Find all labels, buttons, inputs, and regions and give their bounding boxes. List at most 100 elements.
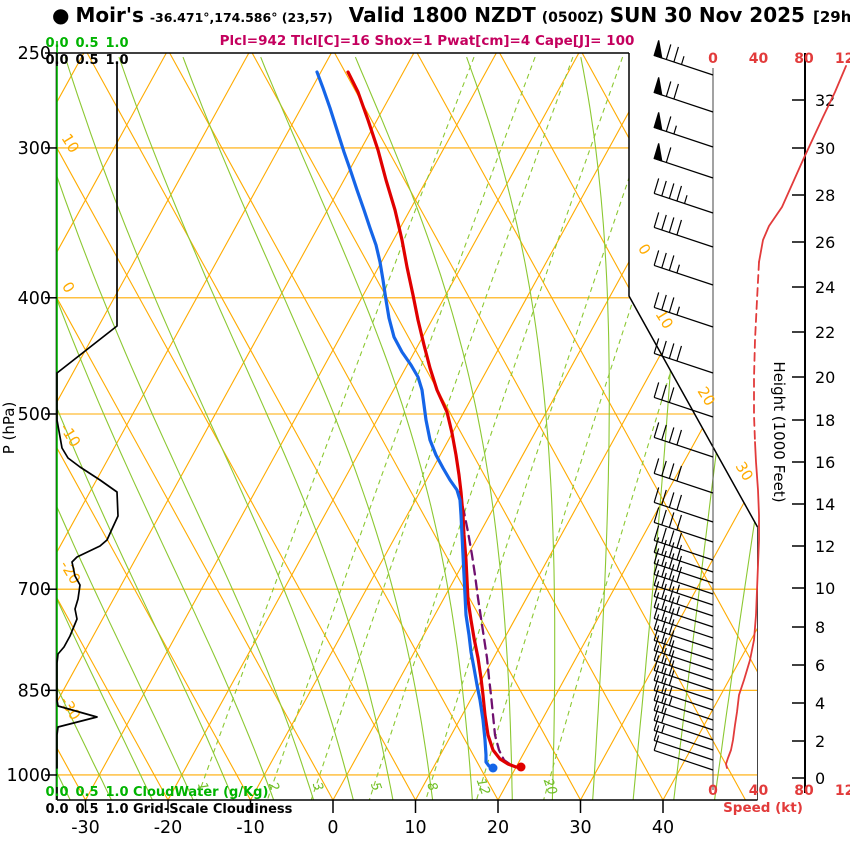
wind-barb-feather xyxy=(677,430,682,445)
pressure-tick-label: 850 xyxy=(18,681,51,701)
orange-grid xyxy=(0,53,850,800)
plot-right-boundary xyxy=(629,53,758,527)
wind-barb-staff xyxy=(654,437,713,457)
wind-barb-feather xyxy=(669,183,674,198)
wind-barb-feather xyxy=(666,116,671,131)
isotherm-label-right: 30 xyxy=(732,458,757,484)
valid-time: Valid 1800 NZDT xyxy=(349,3,536,27)
temperature-tick-label: -20 xyxy=(154,818,183,838)
wind-barb xyxy=(654,250,713,285)
forecast-lead: [29hrFcst@0512z] xyxy=(813,8,850,26)
speed-axis-title: Speed (kt) xyxy=(723,800,803,816)
pressure-axis-title: P (hPa) xyxy=(0,402,18,455)
wind-barb xyxy=(654,143,713,178)
isotherm-label-left: -30 xyxy=(56,693,84,723)
cloudiness-axis-title: Grid-Scale Cloudiness xyxy=(133,802,293,817)
wind-barb-feather xyxy=(666,81,671,96)
height-tick-label: 28 xyxy=(815,186,835,205)
pressure-tick-label: 1000 xyxy=(6,766,51,786)
wind-barb-half-feather xyxy=(674,126,676,134)
wind-barb-feather xyxy=(677,515,682,530)
isotherm-line xyxy=(168,53,579,800)
wind-barb-feather xyxy=(669,297,674,312)
wind-barb-half-feather xyxy=(669,697,671,705)
wind-barb-feather xyxy=(677,186,682,201)
speed-tick-label-top: 80 xyxy=(794,51,814,67)
height-tick-label: 10 xyxy=(815,579,835,598)
wind-barb-feather xyxy=(654,487,659,502)
wind-barb-staff xyxy=(654,750,713,770)
isotherm-label-left: 0 xyxy=(58,279,78,297)
wind-barb xyxy=(654,422,713,457)
station-name: Moir's xyxy=(75,3,143,27)
speed-tick-label-bottom: 40 xyxy=(749,783,769,799)
isotherm-label-left: 10 xyxy=(58,130,83,156)
mixing-ratio-label: 3 xyxy=(309,780,326,793)
cloudiness-trace xyxy=(57,62,118,768)
wind-barb-staff xyxy=(654,127,713,147)
wind-barb-feather xyxy=(654,382,659,397)
wind-barb xyxy=(654,178,713,213)
height-tick-label: 2 xyxy=(815,732,825,751)
wind-barb xyxy=(654,487,713,522)
wind-barb-feather xyxy=(669,387,674,402)
pressure-tick-label: 400 xyxy=(18,289,51,309)
wind-barb-feather xyxy=(654,292,659,307)
moist-adiabat-line xyxy=(261,57,473,800)
wind-barb-half-feather xyxy=(682,56,684,64)
speed-tick-label-bottom: 0 xyxy=(708,783,718,799)
height-tick-label: 0 xyxy=(815,769,825,788)
wind-barb-staff xyxy=(654,193,713,213)
wind-barb-feather xyxy=(677,495,682,510)
wind-barb-staff xyxy=(654,158,713,178)
speed-tick-label-top: 120 xyxy=(835,51,850,67)
mixing-ratio-label: 5 xyxy=(367,780,384,793)
height-tick-label: 26 xyxy=(815,233,835,252)
wind-barb-feather xyxy=(674,84,679,99)
temperature-tick-label: -30 xyxy=(71,818,100,838)
speed-tick-label-bottom: 120 xyxy=(835,783,850,799)
wind-barb-staff xyxy=(654,740,713,760)
height-tick-label: 20 xyxy=(815,368,835,387)
wind-barb-half-feather xyxy=(669,687,671,695)
isotherm-line xyxy=(333,53,744,800)
pressure-tick-label: 500 xyxy=(18,405,51,425)
temperature-tick-label: 20 xyxy=(487,818,509,838)
wind-barb-feather xyxy=(669,343,674,358)
isotherm-label-right: 20 xyxy=(694,383,719,409)
wind-barb-feather xyxy=(677,220,682,235)
wind-barb-staff xyxy=(654,730,713,750)
wind-barb-staff xyxy=(654,353,713,373)
wind-barb-pennant xyxy=(654,77,662,95)
cloudiness-scale-top: 0.5 xyxy=(75,53,98,68)
stability-indices: Plcl=942 Tlcl[C]=16 Shox=1 Pwat[cm]=4 Ca… xyxy=(0,33,850,49)
wind-barb-half-feather xyxy=(677,607,679,615)
isotherm-line xyxy=(86,53,497,800)
cloudiness-scale-bottom: 0.0 xyxy=(45,802,68,817)
moist-adiabat-line xyxy=(65,57,353,800)
cloudwater-scale-bottom: 0.0 xyxy=(45,785,68,800)
mixing-ratio-line xyxy=(369,57,622,800)
wind-barb-feather xyxy=(654,250,659,265)
cloudwater-scale-bottom: 0.5 xyxy=(75,785,98,800)
wind-barb-feather xyxy=(666,147,671,162)
wind-barb-staff xyxy=(654,92,713,112)
wind-barb-feather xyxy=(654,458,659,473)
temperature-tick-label: 10 xyxy=(404,818,426,838)
dry-adiabat-line xyxy=(170,53,581,800)
pressure-tick-label: 700 xyxy=(18,580,51,600)
height-tick-label: 24 xyxy=(815,278,835,297)
temperature-tick-label: -10 xyxy=(236,818,265,838)
height-tick-label: 30 xyxy=(815,139,835,158)
height-tick-label: 18 xyxy=(815,411,835,430)
mixing-ratio-label: 20 xyxy=(540,776,560,797)
speed-tick-label-bottom: 80 xyxy=(794,783,814,799)
moist-adiabat-line xyxy=(119,57,393,800)
height-tick-label: 4 xyxy=(815,694,825,713)
temperature-tick-label: 0 xyxy=(327,818,338,838)
wind-barb-half-feather xyxy=(662,725,664,733)
height-tick-label: 6 xyxy=(815,656,825,675)
wind-barb-feather xyxy=(654,338,659,353)
wind-barb-feather xyxy=(662,510,667,525)
height-axis-title: Height (1000 Feet) xyxy=(770,361,788,502)
